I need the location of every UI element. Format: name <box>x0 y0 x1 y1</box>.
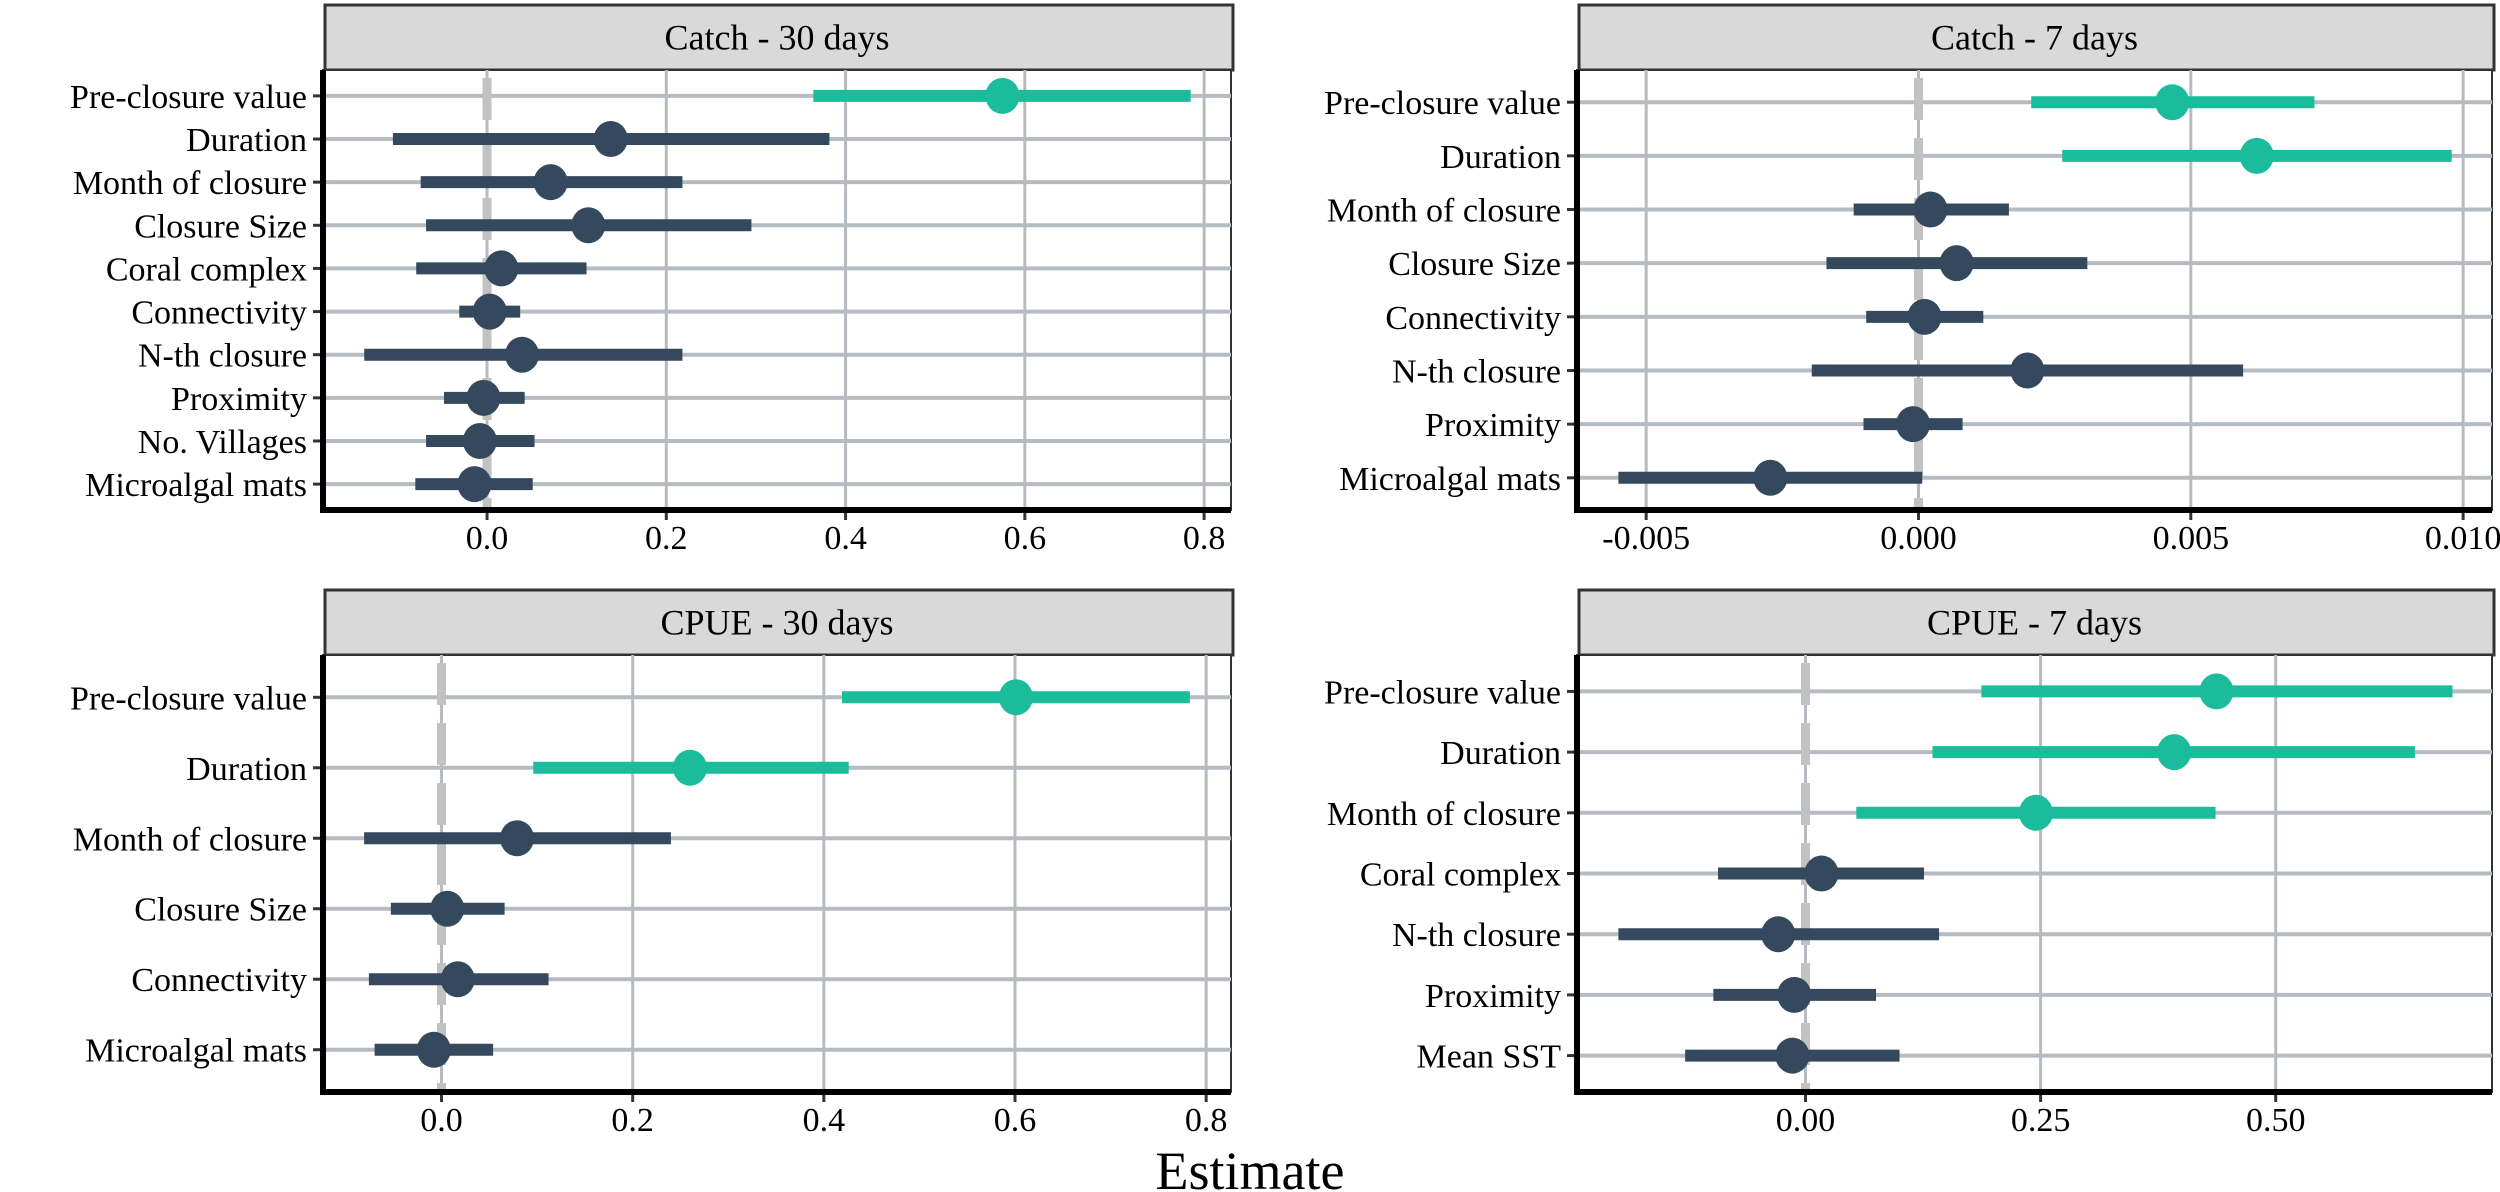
estimate-point <box>500 820 535 857</box>
y-tick-label: Duration <box>186 751 307 788</box>
estimate-point <box>457 466 492 503</box>
estimate-point <box>2199 673 2234 710</box>
estimate-point <box>466 379 501 416</box>
estimate-point <box>472 293 507 330</box>
x-tick-label: 0.8 <box>1185 1102 1228 1139</box>
y-tick-label: Connectivity <box>131 962 307 999</box>
x-tick-label: 0.0 <box>420 1102 463 1139</box>
y-tick-label: Microalgal mats <box>85 1033 307 1070</box>
estimate-point <box>2010 352 2045 389</box>
y-tick-label: Pre-closure value <box>1324 674 1561 711</box>
estimate-point <box>1761 916 1796 953</box>
estimate-point <box>1939 245 1974 282</box>
x-tick-label: 0.000 <box>1880 520 1957 557</box>
panel-4: CPUE - 7 days 0.00 0.25 0.50 Pre-closure val… <box>1324 588 2496 1139</box>
y-tick-label: Coral complex <box>106 251 307 288</box>
x-tick-label: 0.50 <box>2246 1102 2306 1139</box>
x-tick-label: -0.005 <box>1602 520 1690 557</box>
y-tick-label: Proximity <box>1425 407 1561 444</box>
panel-1: Catch - 30 days 0.0 0.2 0.4 0.6 0.8 Pre-closur… <box>70 3 1235 557</box>
panel-title: CPUE - 30 days <box>661 603 894 643</box>
x-tick-label: 0.2 <box>645 520 688 557</box>
estimate-point <box>1777 976 1812 1013</box>
y-tick-label: Connectivity <box>1385 300 1561 337</box>
estimate-point <box>998 679 1033 716</box>
y-tick-label: Closure Size <box>134 208 307 245</box>
panel-strip <box>323 588 1235 657</box>
x-tick-label: 0.25 <box>2011 1102 2071 1139</box>
estimate-point <box>2018 794 2053 831</box>
x-tick-label: 0.4 <box>824 520 867 557</box>
estimate-point <box>504 336 539 373</box>
x-axis-title: Estimate <box>1156 1141 1345 1192</box>
y-tick-label: Proximity <box>1425 978 1561 1015</box>
panel-3: CPUE - 30 days 0.0 0.2 0.4 0.6 0.8 Pre-closure… <box>70 588 1235 1139</box>
y-tick-label: Duration <box>1440 735 1561 772</box>
panel-2: Catch - 7 days -0.005 0.000 0.005 0.010 Pre-c… <box>1324 3 2500 557</box>
estimate-point <box>1804 855 1839 892</box>
panel-title: Catch - 7 days <box>1931 18 2138 58</box>
estimate-point <box>1907 298 1942 335</box>
y-tick-label: Pre-closure value <box>1324 85 1561 122</box>
panel-strip <box>1577 588 2496 657</box>
y-tick-label: Month of closure <box>1327 796 1561 833</box>
panel-strip <box>1577 3 2496 72</box>
y-tick-label: Connectivity <box>131 295 307 332</box>
estimate-point <box>985 77 1020 114</box>
x-tick-label: 0.005 <box>2153 520 2230 557</box>
x-tick-label: 0.6 <box>1004 520 1047 557</box>
y-tick-label: Coral complex <box>1360 857 1561 894</box>
x-tick-label: 0.8 <box>1183 520 1226 557</box>
y-tick-label: Duration <box>1440 139 1561 176</box>
estimate-point <box>673 749 708 786</box>
y-tick-label: Proximity <box>171 381 307 418</box>
panel-title: CPUE - 7 days <box>1927 603 2142 643</box>
panel-title: Catch - 30 days <box>665 18 890 58</box>
estimate-point <box>440 961 475 998</box>
plot-area <box>322 654 1232 1093</box>
estimate-point <box>571 207 606 244</box>
y-tick-label: Microalgal mats <box>1339 461 1561 498</box>
x-tick-label: 0.010 <box>2425 520 2500 557</box>
y-tick-label: Pre-closure value <box>70 79 307 116</box>
y-tick-label: N-th closure <box>1392 917 1561 954</box>
estimate-point <box>533 164 568 201</box>
x-tick-label: 0.0 <box>466 520 509 557</box>
estimate-point <box>430 890 465 927</box>
estimate-point <box>2155 84 2190 121</box>
estimate-point <box>416 1031 451 1068</box>
x-tick-label: 0.4 <box>803 1102 846 1139</box>
estimate-point <box>1896 406 1931 443</box>
y-tick-label: Closure Size <box>1388 246 1561 283</box>
y-tick-label: Closure Size <box>134 892 307 929</box>
estimate-point <box>1775 1037 1810 1074</box>
y-tick-label: Pre-closure value <box>70 680 307 717</box>
estimate-point <box>1913 191 1948 228</box>
plot-area <box>1576 69 2493 511</box>
estimate-point <box>1753 459 1788 496</box>
y-tick-label: Month of closure <box>73 165 307 202</box>
estimate-point <box>593 121 628 158</box>
estimate-point <box>462 422 497 459</box>
panel-strip <box>323 3 1235 72</box>
estimate-point <box>2239 137 2274 174</box>
y-tick-label: Mean SST <box>1417 1039 1562 1076</box>
y-tick-label: Month of closure <box>1327 193 1561 230</box>
y-tick-label: N-th closure <box>138 338 307 375</box>
y-tick-label: No. Villages <box>138 424 307 461</box>
y-tick-label: Microalgal mats <box>85 467 307 504</box>
y-tick-label: N-th closure <box>1392 353 1561 390</box>
x-tick-label: 0.00 <box>1776 1102 1836 1139</box>
y-tick-label: Duration <box>186 122 307 159</box>
y-tick-label: Month of closure <box>73 821 307 858</box>
x-tick-label: 0.6 <box>994 1102 1037 1139</box>
estimate-point <box>2157 734 2192 771</box>
x-tick-label: 0.2 <box>611 1102 654 1139</box>
estimate-point <box>484 250 519 287</box>
